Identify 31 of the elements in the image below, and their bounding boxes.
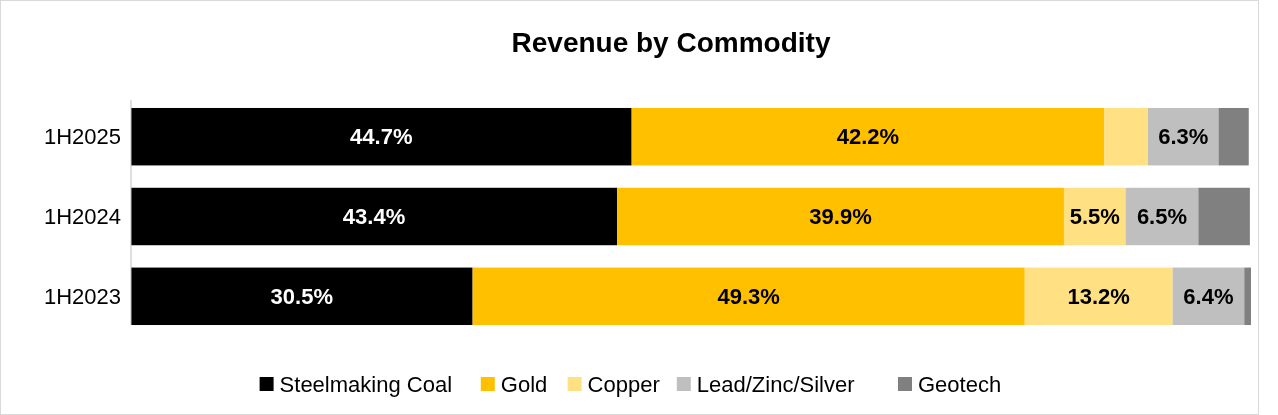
data-label: 6.5% (1136, 204, 1188, 230)
data-label: 6.4% (1183, 283, 1234, 309)
bar (1024, 267, 1173, 326)
y-tick-label: 1H2024 (43, 204, 121, 230)
data-label: 6.3% (1158, 124, 1209, 150)
bar (1104, 107, 1148, 166)
bar (131, 107, 632, 166)
y-tick-label: 1H2023 (43, 283, 121, 309)
bar (631, 107, 1105, 166)
data-label: 30.5% (270, 283, 333, 309)
legend-label: Gold (500, 371, 548, 397)
chart-title: Revenue by Commodity (511, 27, 831, 58)
bar (1244, 267, 1251, 326)
data-label: 42.2% (836, 124, 900, 150)
data-label: 5.5% (1069, 204, 1120, 230)
bar (1198, 187, 1250, 246)
data-label: 43.4% (342, 204, 406, 230)
data-label: 44.7% (350, 124, 413, 150)
bar (131, 187, 618, 246)
legend-label: Copper (587, 371, 660, 397)
legend-label: Lead/Zinc/Silver (696, 371, 855, 397)
legend-label: Steelmaking Coal (279, 371, 453, 397)
legend-label: Geotech (918, 371, 1002, 397)
bar (472, 267, 1025, 326)
data-label: 13.2% (1067, 283, 1130, 309)
data-label: 39.9% (809, 204, 872, 230)
data-label: 49.3% (717, 283, 780, 309)
bar (617, 187, 1064, 246)
bar (131, 267, 473, 326)
bar (1218, 107, 1249, 166)
y-tick-label: 1H2025 (43, 124, 121, 150)
